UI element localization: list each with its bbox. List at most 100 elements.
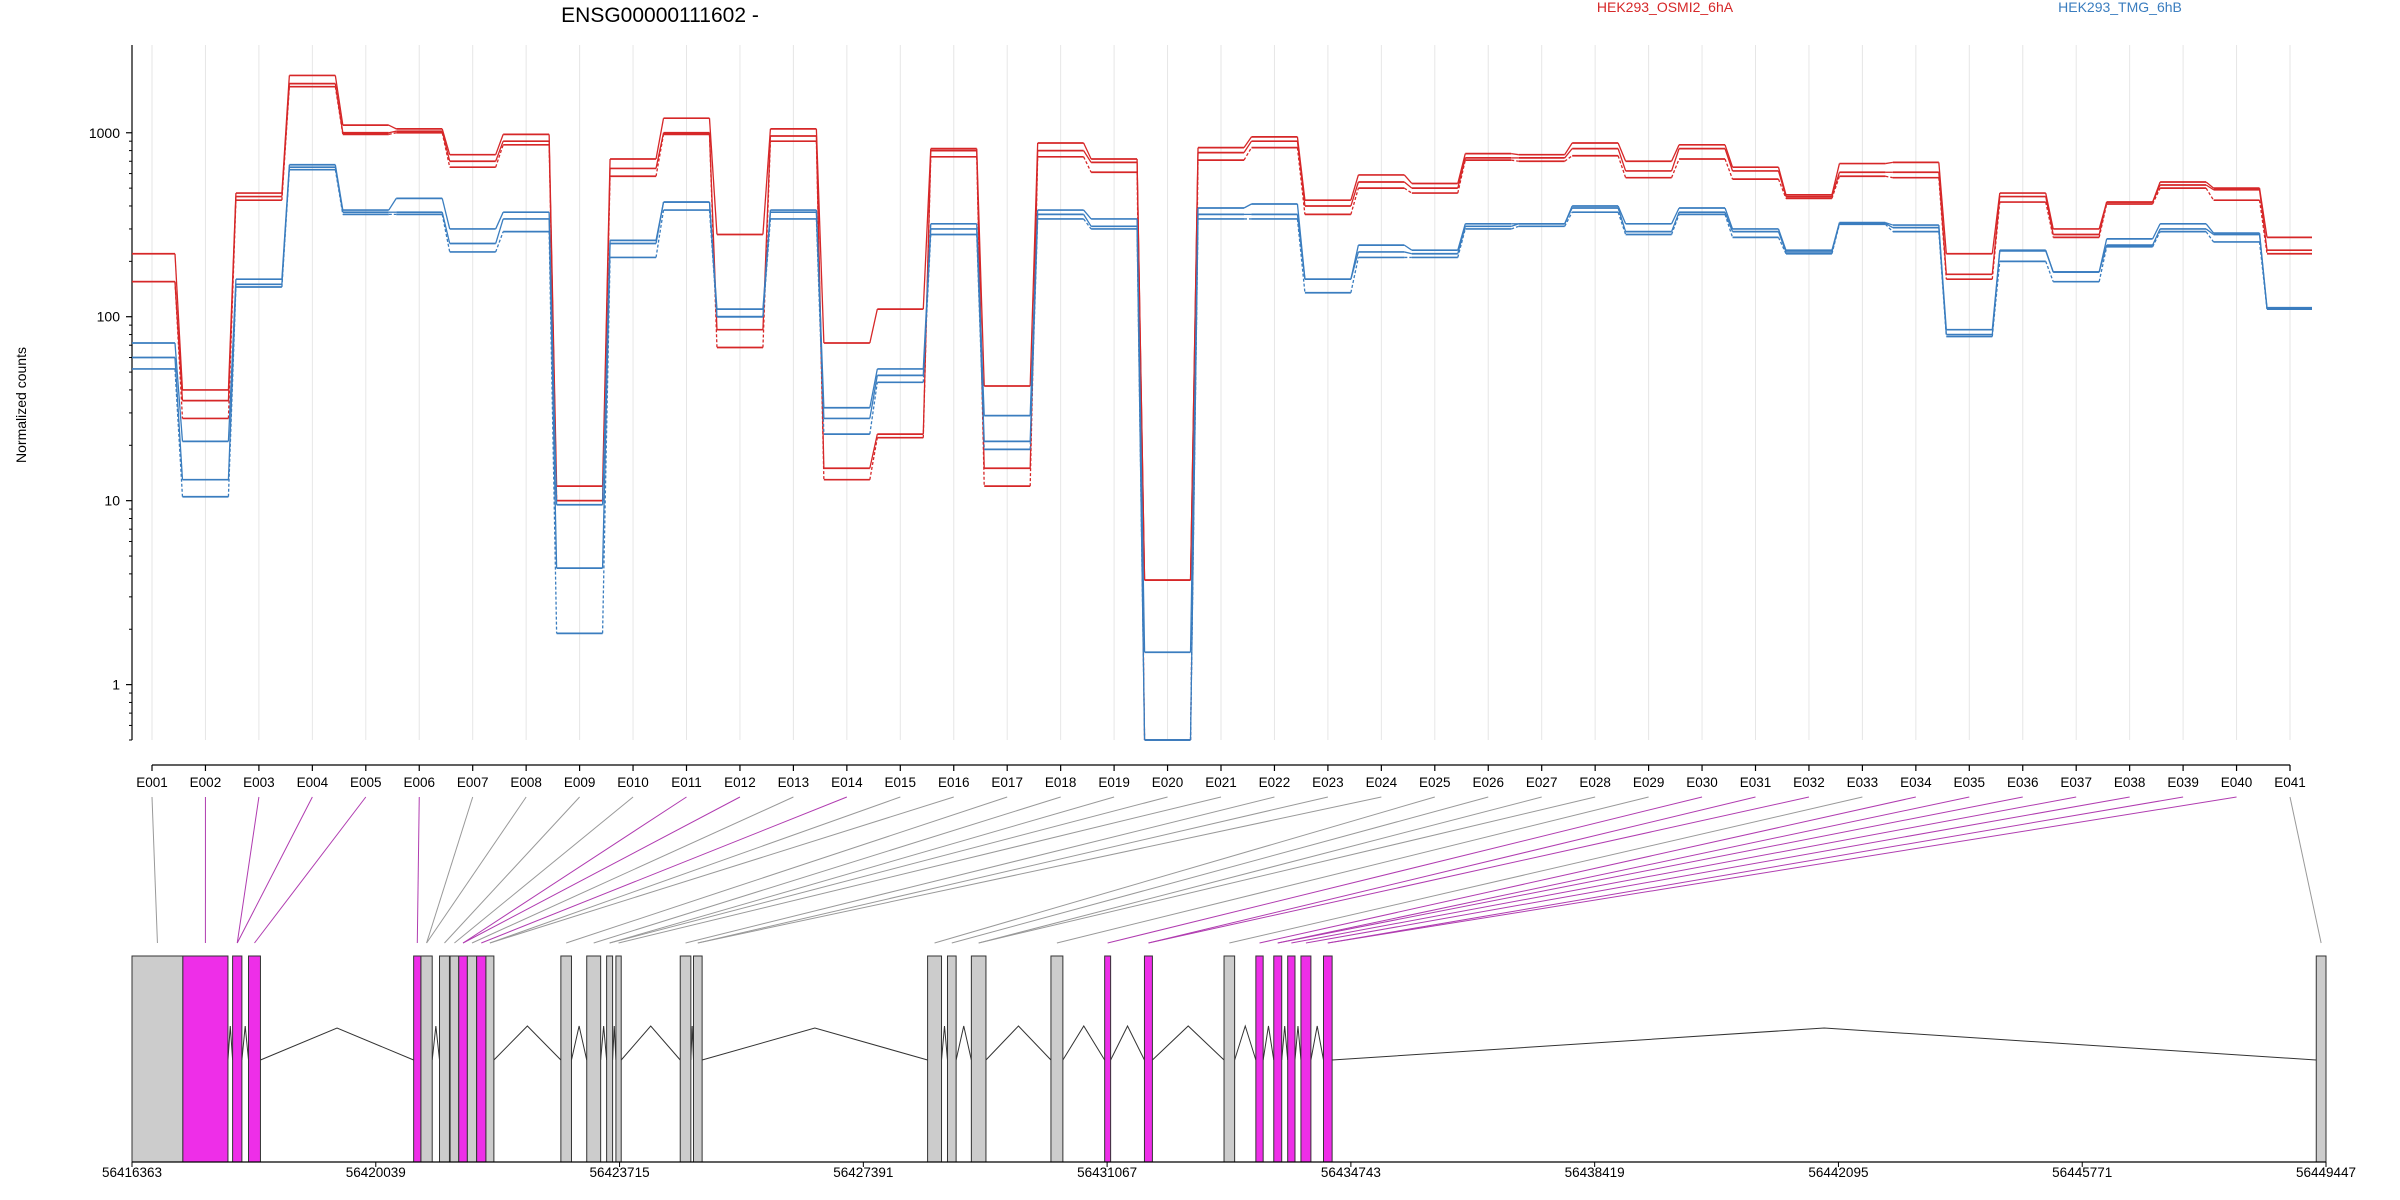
x-tick-label: E012 [724,775,756,790]
series-connector [1403,174,1413,184]
x-tick-label: E003 [243,775,275,790]
intron [1262,1025,1275,1061]
series-connector [441,214,451,253]
x-tick-label: E009 [564,775,596,790]
series-connector [655,201,665,244]
series-connector [1724,207,1734,230]
series-connector [1938,162,1947,254]
x-tick-label: E007 [457,775,489,790]
y-tick-label: 100 [97,309,121,325]
exon-block [2315,955,2327,1163]
x-tick-label: E019 [1098,775,1130,790]
exon-connector [489,796,901,944]
y-tick-label: 1000 [89,125,120,141]
intron [955,1025,972,1061]
series-connector [1564,155,1573,162]
series-connector [708,210,718,317]
exon-connector [444,796,580,944]
series-connector [1670,144,1680,162]
exon-connector [593,796,1061,944]
exon-connector [934,796,1435,944]
series-connector [1885,222,1894,229]
series-connector [1991,202,2001,280]
series-connector [1617,155,1627,178]
series-connector [2045,192,2054,230]
series-connector [1670,148,1680,172]
series-connector [388,124,397,130]
y-tick-label: 1 [112,677,120,693]
x-tick-label: E024 [1366,775,1398,790]
series-connector [1938,177,1947,280]
series-connector [1350,181,1359,207]
exon-block [1223,955,1236,1163]
series-connector [2205,181,2214,189]
legend-entry: HEK293_OSMI2_6hA [1597,0,1734,15]
exon-connector [236,796,313,944]
exon-connector [697,796,1382,944]
series-connector [1457,223,1466,251]
series-connector [655,134,665,177]
series-connector [1189,218,1199,741]
x-tick-label: E008 [510,775,542,790]
series-connector [1296,147,1306,215]
series-connector [2258,241,2268,310]
x-tick-label: E030 [1686,775,1718,790]
series-connector [1457,153,1466,184]
exon-block [586,955,602,1163]
x-tick-label: E022 [1259,775,1291,790]
exon-connector [566,796,1008,944]
intron [260,1027,414,1061]
series-connector [388,132,397,136]
genomic-tick-label: 56438419 [1565,1165,1625,1180]
x-tick-label: E002 [190,775,222,790]
series-connector [2045,261,2054,282]
exon-block [679,955,692,1163]
exon-connector [254,796,367,944]
x-tick-label: E021 [1205,775,1237,790]
intron [1152,1025,1225,1061]
series-connector [281,86,291,201]
x-tick-label: E018 [1045,775,1077,790]
series-connector [2205,231,2215,243]
x-tick-label: E027 [1526,775,1558,790]
exon-connector [609,796,1168,944]
exon-block [1287,955,1296,1163]
exon-block [1323,955,1333,1163]
exon-block [232,955,243,1163]
series-connector [1403,181,1413,189]
intron [1110,1024,1145,1061]
exon-connector [1327,796,2237,944]
series-connector [1511,159,1519,162]
series-connector [1724,214,1734,238]
series-connector [815,141,825,480]
series-connector [174,357,184,480]
series-connector [869,382,878,435]
intron [1332,1027,2317,1061]
exon-connector [978,796,1596,944]
x-tick-label: E039 [2167,775,2199,790]
exon-block [692,955,703,1163]
exon-block [1050,955,1064,1163]
series-connector [1831,163,1841,195]
series-connector [1670,211,1680,232]
series-connector [1777,237,1787,255]
exon-block [476,955,487,1163]
intron [612,1025,617,1061]
exon-block [439,955,450,1163]
series-connector [1511,225,1519,230]
series-connector [495,211,504,230]
exon-connector [978,796,1542,944]
series-connector [388,130,397,134]
series-connector [1617,205,1627,225]
x-tick-label: E017 [991,775,1023,790]
intron [985,1025,1052,1061]
x-tick-label: E015 [885,775,917,790]
x-tick-label: E001 [136,775,168,790]
exon-block [946,955,957,1163]
series-connector [1083,218,1092,230]
exon-connector [1229,796,1863,944]
series-connector [869,308,878,344]
exon-block [1143,955,1153,1163]
series-connector [2152,184,2161,203]
